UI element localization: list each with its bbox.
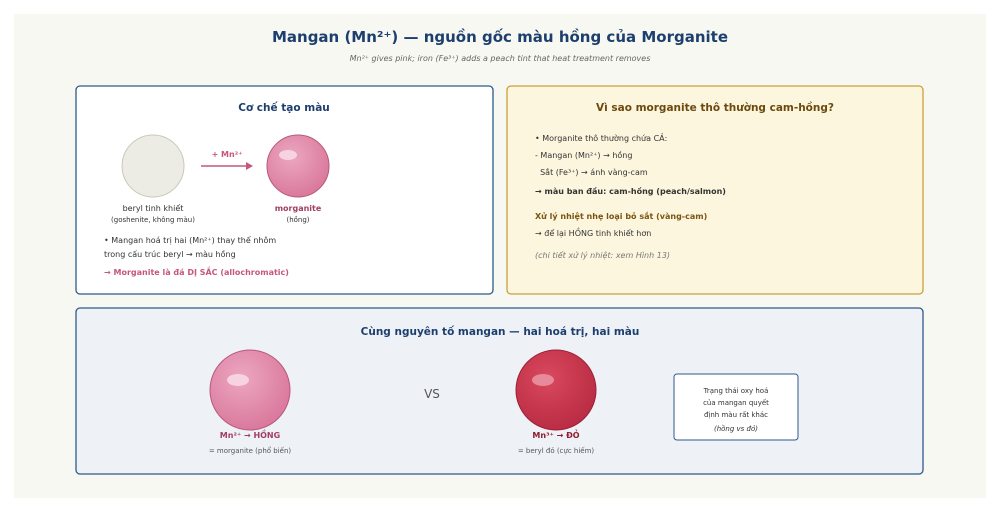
label: = morganite (phổ biến) — [209, 446, 292, 455]
vs: VS — [424, 387, 440, 401]
highlight — [227, 374, 249, 386]
text: trong cấu trúc beryl → màu hồng — [104, 249, 236, 259]
arrow-head — [246, 162, 253, 170]
text: Sắt (Fe³⁺) → ánh vàng-cam — [535, 167, 648, 177]
panel — [506, 85, 924, 295]
note: Trạng thái oxy hoá — [703, 387, 769, 395]
label: Mn²⁺ → HỒNG — [220, 428, 280, 440]
text: → Morganite là đá DỊ SẮC (allochromatic) — [104, 265, 289, 277]
text: - Mangan (Mn²⁺) → hồng — [535, 150, 632, 160]
label: morganite — [275, 204, 322, 213]
note: định màu rất khác — [704, 411, 768, 419]
text: → để lại HỒNG tinh khiết hơn — [535, 226, 651, 239]
panel-title: Cùng nguyên tố mangan — hai hoá trị, hai… — [361, 325, 640, 338]
text: • Mangan hoá trị hai (Mn²⁺) thay thế nhô… — [104, 235, 276, 246]
label: beryl tinh khiết — [123, 203, 184, 213]
text: (chi tiết xử lý nhiệt: xem Hình 13) — [535, 250, 670, 260]
label: (hồng) — [286, 216, 309, 224]
panel-title: Vì sao morganite thô thường cam-hồng? — [596, 101, 834, 114]
text: → màu ban đầu: cam-hồng (peach/salmon) — [535, 186, 726, 196]
note: (hồng vs đỏ) — [714, 425, 758, 433]
highlight — [279, 150, 297, 160]
panel-title: Cơ chế tạo màu — [238, 101, 330, 114]
gem — [121, 134, 185, 198]
label: Mn³⁺ → ĐỎ — [532, 428, 579, 440]
arrow-label: + Mn²⁺ — [212, 150, 243, 159]
subtitle: Mn²⁺ gives pink; iron (Fe³⁺) adds a peac… — [350, 54, 651, 63]
note: của mangan quyết — [703, 399, 769, 407]
text: • Morganite thô thường chứa CẢ: — [535, 132, 667, 143]
text: Xử lý nhiệt nhẹ loại bỏ sắt (vàng-cam) — [535, 211, 707, 221]
title: Mangan (Mn²⁺) — nguồn gốc màu hồng của M… — [272, 27, 728, 46]
gem — [209, 349, 291, 431]
label: = beryl đỏ (cực hiếm) — [518, 447, 595, 455]
gem — [515, 349, 597, 431]
gem — [266, 134, 330, 198]
label: (goshenite, không màu) — [111, 216, 195, 224]
note-box — [673, 373, 799, 441]
highlight — [532, 374, 554, 386]
